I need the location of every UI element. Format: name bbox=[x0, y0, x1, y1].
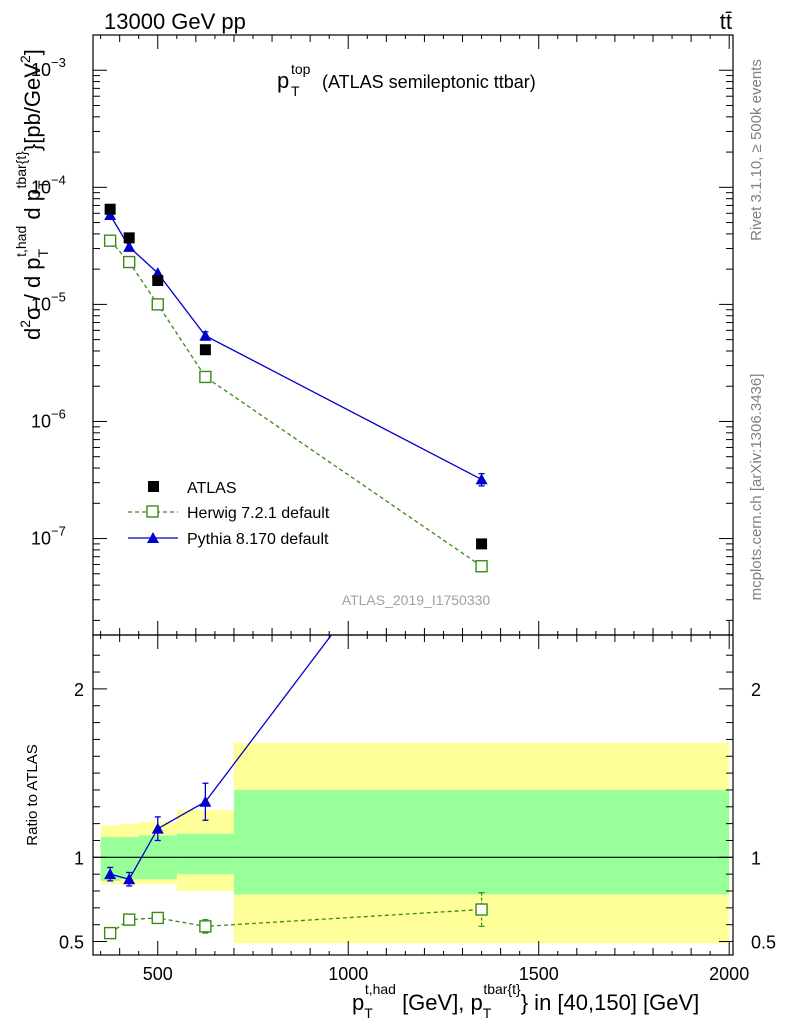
legend-atlas-label: ATLAS bbox=[187, 480, 237, 497]
atlas-point bbox=[199, 344, 211, 356]
ratio-ylabel: Ratio to ATLAS bbox=[24, 744, 41, 845]
mcplots-label: mcplots.cern.ch [arXiv:1306.3436] bbox=[748, 374, 765, 601]
main-y-tick-label: 10−7 bbox=[31, 524, 66, 549]
svg-text:pTt,had [GeV], pTtbar{t}} in [: pTt,had [GeV], pTtbar{t}} in [40,150] [G… bbox=[352, 981, 699, 1021]
pythia-point bbox=[123, 240, 136, 252]
ratio-band-inner bbox=[176, 833, 234, 875]
main-axis-ticks: 10−3 10−4 10−5 10−6 10−7 bbox=[31, 34, 733, 635]
main-y-tick-label: 10−4 bbox=[31, 172, 66, 197]
ratio-y-tick-label-right: 2 bbox=[751, 680, 761, 700]
ratio-frame bbox=[92, 634, 734, 956]
pythia-point bbox=[199, 329, 212, 341]
ratio-y-tick-label: 1 bbox=[74, 848, 84, 868]
x-tick-label: 2000 bbox=[709, 964, 749, 984]
main-y-tick-label: 10−6 bbox=[31, 406, 66, 431]
ratio-herwig-point bbox=[151, 911, 164, 925]
x-axis-label: pTt,had [GeV], pTtbar{t}} in [40,150] [G… bbox=[352, 981, 699, 1021]
title-sub: T bbox=[291, 83, 300, 99]
atlas-point bbox=[104, 203, 116, 215]
main-y-tick-label: 10−3 bbox=[31, 55, 66, 80]
main-data-marks bbox=[103, 203, 488, 573]
header-left: 13000 GeV pp bbox=[104, 9, 246, 34]
legend-herwig-marker bbox=[146, 505, 159, 518]
rivet-version-label: Rivet 3.1.10, ≥ 500k events bbox=[748, 59, 765, 241]
herwig-point bbox=[199, 370, 212, 384]
ratio-herwig-point bbox=[475, 903, 488, 916]
title-p: p bbox=[277, 68, 289, 93]
legend-herwig-label: Herwig 7.2.1 default bbox=[187, 505, 330, 522]
ratio-y-tick-label: 0.5 bbox=[59, 933, 84, 953]
ratio-pythia-point bbox=[476, 430, 488, 441]
legend: ATLAS Herwig 7.2.1 default Pythia 8.170 … bbox=[128, 480, 330, 548]
ratio-pythia-point bbox=[199, 795, 212, 807]
atlas-point bbox=[476, 538, 488, 550]
ratio-band-inner bbox=[119, 837, 139, 880]
pythia-point bbox=[475, 473, 488, 485]
ratio-y-tick-label: 2 bbox=[74, 680, 84, 700]
ratio-herwig-point bbox=[199, 920, 212, 933]
herwig-point bbox=[151, 298, 164, 311]
ratio-data-marks bbox=[103, 430, 488, 940]
legend-atlas-marker bbox=[148, 481, 159, 492]
main-y-tick-label: 10−5 bbox=[31, 289, 66, 314]
ratio-herwig-point bbox=[103, 926, 117, 940]
ratio-pythia-point bbox=[151, 822, 164, 834]
ratio-pythia-point bbox=[104, 868, 117, 880]
ratio-herwig-point bbox=[122, 913, 136, 926]
analysis-id: ATLAS_2019_I1750330 bbox=[342, 592, 491, 608]
svg-text:d2σ / d pTt,had d pTtbar{t}}[p: d2σ / d pTt,had d pTtbar{t}}[pb/GeV2] bbox=[13, 49, 51, 340]
ratio-pythia-point bbox=[123, 873, 136, 885]
herwig-point bbox=[122, 255, 136, 269]
herwig-point bbox=[475, 560, 488, 573]
header-right: tt̄ bbox=[720, 9, 732, 34]
x-tick-label: 500 bbox=[143, 964, 173, 984]
legend-pythia-label: Pythia 8.170 default bbox=[187, 531, 329, 548]
plot-title: p T top (ATLAS semileptonic ttbar) bbox=[277, 61, 536, 99]
ratio-band-inner bbox=[233, 789, 730, 895]
ratio-band-inner bbox=[100, 837, 120, 881]
main-ylabel: d2σ / d pTt,had d pTtbar{t}}[pb/GeV2] bbox=[13, 49, 51, 340]
ratio-y-tick-label-right: 1 bbox=[751, 848, 761, 868]
title-rest: (ATLAS semileptonic ttbar) bbox=[322, 72, 536, 92]
atlas-point bbox=[152, 274, 164, 286]
herwig-point bbox=[103, 234, 117, 247]
x-tick-label: 1500 bbox=[519, 964, 559, 984]
ratio-y-tick-label-right: 0.5 bbox=[751, 933, 776, 953]
x-tick-label: 1000 bbox=[328, 964, 368, 984]
title-sup: top bbox=[291, 61, 311, 77]
atlas-point bbox=[123, 232, 135, 244]
legend-pythia-marker bbox=[147, 532, 159, 543]
